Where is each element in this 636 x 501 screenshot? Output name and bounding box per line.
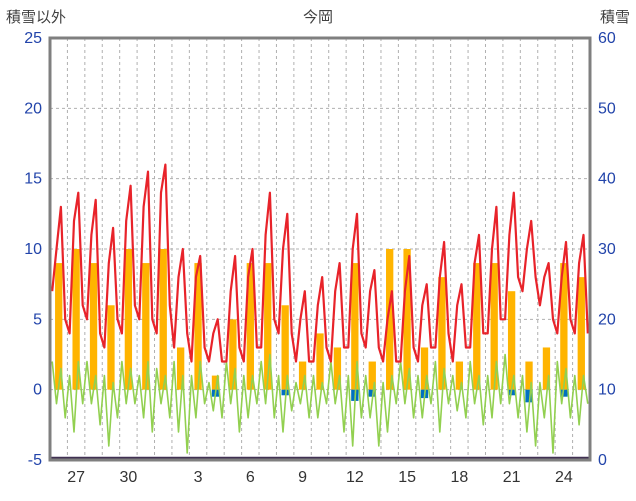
svg-text:25: 25 xyxy=(24,30,42,47)
svg-text:30: 30 xyxy=(119,469,137,486)
svg-text:30: 30 xyxy=(598,241,616,258)
right-axis-title: 積雪 xyxy=(599,9,630,26)
left-axis-title: 積雪以外 xyxy=(6,9,67,26)
svg-text:21: 21 xyxy=(503,469,521,486)
svg-text:60: 60 xyxy=(598,30,616,47)
svg-text:5: 5 xyxy=(33,311,42,328)
svg-text:40: 40 xyxy=(598,171,616,188)
svg-text:-5: -5 xyxy=(28,452,42,469)
svg-text:0: 0 xyxy=(33,382,42,399)
svg-text:15: 15 xyxy=(24,171,42,188)
svg-text:20: 20 xyxy=(598,311,616,328)
svg-text:18: 18 xyxy=(450,469,468,486)
svg-text:10: 10 xyxy=(24,241,42,258)
chart-title: 今岡 xyxy=(302,9,333,26)
svg-text:50: 50 xyxy=(598,100,616,117)
svg-text:12: 12 xyxy=(346,469,364,486)
svg-text:24: 24 xyxy=(555,469,573,486)
svg-text:27: 27 xyxy=(67,469,85,486)
svg-text:6: 6 xyxy=(246,469,255,486)
svg-text:10: 10 xyxy=(598,382,616,399)
svg-text:15: 15 xyxy=(398,469,416,486)
svg-text:20: 20 xyxy=(24,100,42,117)
svg-text:0: 0 xyxy=(598,452,607,469)
svg-text:3: 3 xyxy=(194,469,203,486)
svg-text:9: 9 xyxy=(298,469,307,486)
